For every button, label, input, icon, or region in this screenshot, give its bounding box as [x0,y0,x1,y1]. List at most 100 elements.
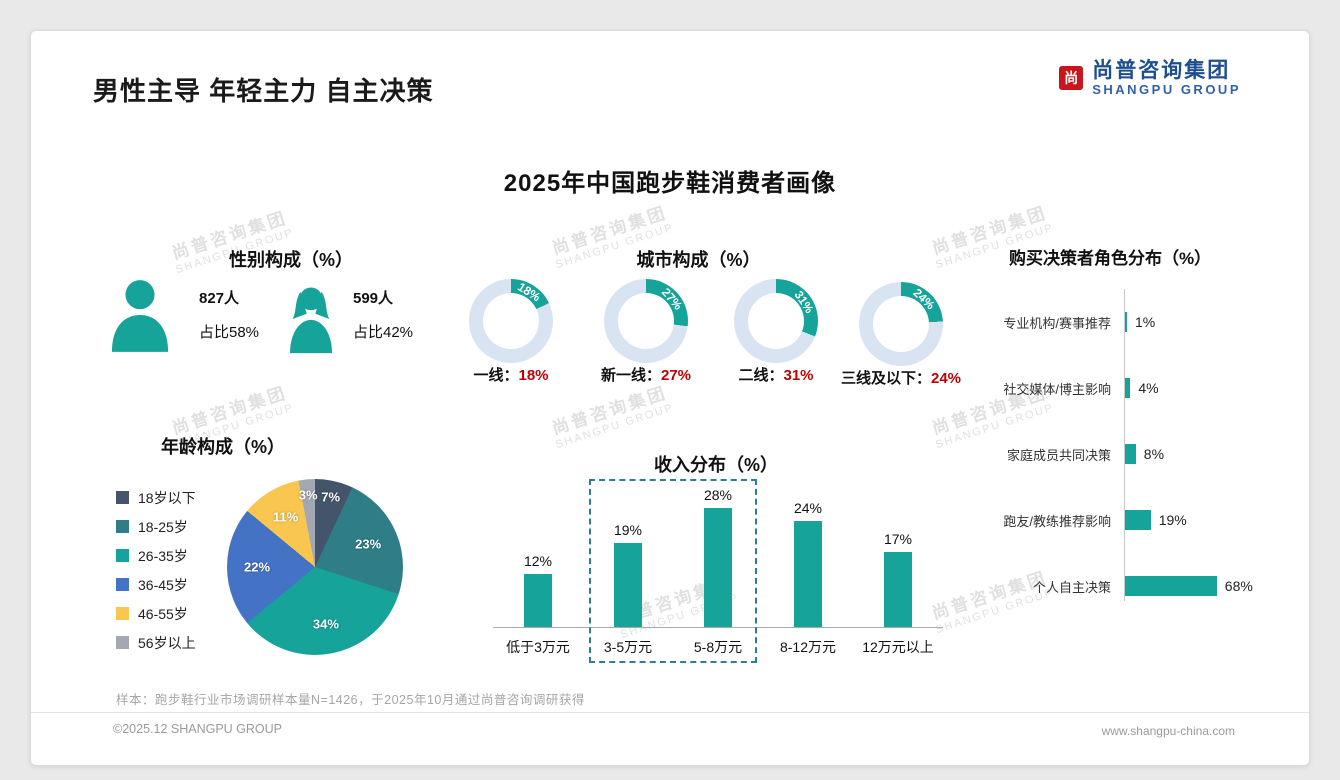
legend-swatch [116,636,129,649]
female-icon [283,283,339,355]
income-value: 12% [523,553,553,569]
legend-swatch [116,578,129,591]
decision-row: 个人自主决策 68% [996,573,1308,599]
pie-slice-label: 11% [272,509,299,525]
decision-value: 8% [1143,446,1165,462]
legend-item: 18岁以下 [116,483,196,512]
decision-value: 19% [1158,512,1187,528]
income-bar-chart: 12% 19% 28% 24% 17% 低于3万元 3-5万元 5-8万元 8-… [493,479,943,663]
pie-slice-label: 23% [355,536,382,552]
pie-slice-label: 22% [243,559,271,575]
donut-chart-tier2: 31% [734,279,818,363]
decision-value: 1% [1135,314,1156,330]
income-column: 28% [673,487,763,627]
decision-value: 4% [1138,380,1159,396]
legend-item: 46-55岁 [116,599,196,628]
legend-item: 26-35岁 [116,541,196,570]
decision-bar [1125,378,1131,398]
city-percent: 18% [518,367,549,384]
footer-url[interactable]: www.shangpu-china.com [1101,724,1235,738]
decision-label: 个人自主决策 [1032,579,1111,595]
decision-value: 68% [1224,578,1253,594]
legend-swatch [116,520,129,533]
sample-note: 样本：跑步鞋行业市场调研样本量N=1426，于2025年10月通过尚普咨询调研获… [116,693,585,707]
decision-label: 跑友/教练推荐影响 [1003,513,1111,529]
decision-bar [1125,444,1136,464]
income-category: 低于3万元 [506,639,570,655]
decision-label: 专业机构/赛事推荐 [1003,315,1111,331]
income-column: 24% [763,487,853,627]
donut-chart-tier1: 18% [469,279,553,363]
decision-bar [1125,510,1151,530]
decision-bar-chart: 专业机构/赛事推荐 1% 社交媒体/博主影响 4% 家庭成员共同决策 8% 跑友… [996,289,1308,601]
income-axis [493,627,943,628]
male-share: 占比58% [199,324,260,341]
logo-name-en: SHANGPU GROUP [1092,82,1241,98]
income-column: 19% [583,487,673,627]
footer-copyright: ©2025.12 SHANGPU GROUP [113,722,282,736]
legend-item: 36-45岁 [116,570,196,599]
section-title-city: 城市构成（%） [636,250,761,270]
donut-chart-tier3: 24% [859,282,943,366]
page-title: 男性主导 年轻主力 自主决策 [93,76,434,106]
donut-chart-new-tier1: 27% [604,279,688,363]
logo: 尚 尚普咨询集团 SHANGPU GROUP [1059,59,1241,98]
slide-card: 尚普咨询集团 SHANGPU GROUP 尚普咨询集团 SHANGPU GROUP … [30,30,1310,766]
donut-percent-label: 24% [910,285,938,313]
decision-row: 社交媒体/博主影响 4% [996,375,1308,401]
income-column: 17% [853,487,943,627]
section-title-age: 年龄构成（%） [160,437,285,457]
legend-item: 56岁以上 [116,628,196,657]
pie-slice-label: 7% [321,489,341,505]
income-category: 12万元以上 [862,639,934,655]
city-label-tier1: 一线：18% [473,367,549,384]
decision-label: 社交媒体/博主影响 [1003,381,1111,397]
donut-percent-label: 27% [658,284,685,313]
pie-slice-label: 3% [298,487,318,503]
income-bar [884,552,912,627]
male-count: 827人 [199,290,240,307]
footer-divider [31,712,1309,713]
decision-bar [1125,312,1127,332]
income-value: 17% [883,531,913,547]
decision-bar [1125,576,1217,596]
income-category: 5-8万元 [693,639,743,655]
female-count: 599人 [353,290,394,307]
male-stats: 827人 占比58% [199,287,259,342]
section-title-income: 收入分布（%） [653,455,778,475]
decision-axis [1124,289,1125,601]
income-category: 3-5万元 [603,639,653,655]
chart-main-title: 2025年中国跑步鞋消费者画像 [503,170,837,197]
logo-mark-icon: 尚 [1059,66,1084,91]
city-percent: 24% [930,370,962,387]
donut-percent-label: 31% [791,288,817,316]
legend-swatch [116,549,129,562]
decision-row: 专业机构/赛事推荐 1% [996,309,1308,335]
decision-row: 家庭成员共同决策 8% [996,441,1308,467]
city-percent: 31% [783,367,814,384]
income-value: 28% [703,487,733,503]
legend-swatch [116,491,129,504]
section-title-gender: 性别构成（%） [228,250,353,270]
income-bar [614,543,642,627]
income-bar [524,574,552,627]
age-pie [227,479,403,655]
logo-name-cn: 尚普咨询集团 [1092,59,1231,82]
age-legend: 18岁以下 18-25岁 26-35岁 36-45岁 46-55岁 56岁以上 [116,483,196,657]
age-pie-chart: 7% 23% 34% 22% 11% 3% [227,479,403,655]
city-label-tier2: 二线：31% [738,367,814,384]
city-label-new-tier1: 新一线：27% [600,367,692,384]
female-stats: 599人 占比42% [353,287,413,342]
city-percent: 27% [660,367,692,384]
income-category: 8-12万元 [779,639,837,655]
decision-label: 家庭成员共同决策 [1006,447,1111,463]
income-bar [794,521,822,627]
section-title-decision: 购买决策者角色分布（%） [1009,249,1212,268]
pie-slice-label: 34% [312,616,339,632]
legend-swatch [116,607,129,620]
female-share: 占比42% [353,324,414,341]
income-value: 24% [793,500,823,516]
income-bar [704,508,732,627]
income-value: 19% [613,522,643,538]
donut-percent-label: 18% [515,279,544,305]
